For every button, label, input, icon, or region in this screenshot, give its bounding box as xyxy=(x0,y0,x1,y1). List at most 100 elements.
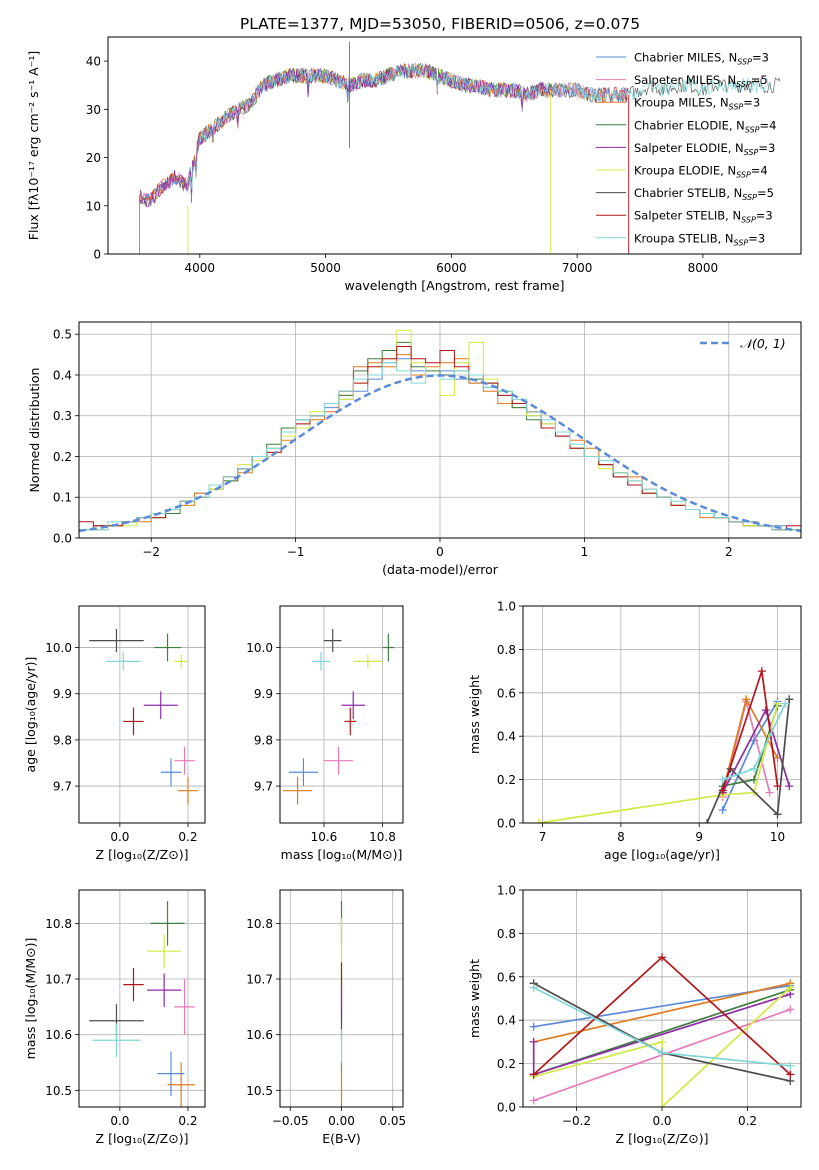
weight-marker xyxy=(718,805,727,814)
weight-marker xyxy=(742,695,751,704)
z-age-ytick-label: 9.8 xyxy=(53,733,72,747)
z-mass-plot-area xyxy=(89,901,195,1107)
errorbar-salpeter-miles xyxy=(174,979,195,1035)
legend-label: 𝒩(0, 1) xyxy=(740,336,786,351)
weight-marker xyxy=(781,699,790,708)
z-mass-xlabel: Z [log₁₀(Z/Z⊙)] xyxy=(96,1131,189,1146)
age-weight-xlabel: age [log₁₀(age/yr)] xyxy=(604,847,720,862)
errorbar-chabrier-elodie xyxy=(382,633,395,662)
weight-marker xyxy=(786,1070,795,1079)
errorbar-kroupa-stelib xyxy=(92,1023,141,1057)
spectrum-ytick-label: 10 xyxy=(86,199,101,213)
weight-marker xyxy=(703,819,712,823)
age-weight-panel: 7 8 9 10 0.0 0.2 0.4 0.6 0.8 1.0 age [log₁₀(age/yr… xyxy=(467,600,802,862)
residuals-panel: −2 −1 0 1 2 0.0 0.1 0.2 0.3 0.4 0.5 (data-model)/er… xyxy=(27,321,802,577)
errorbar-kroupa-miles xyxy=(167,1062,195,1107)
z-age-plot-area xyxy=(89,629,199,805)
z-age-xlabel: Z [log₁₀(Z/Z⊙)] xyxy=(96,847,189,862)
z-age-ytick-label: 9.9 xyxy=(53,687,72,701)
spectrum-ytick-label: 30 xyxy=(86,103,101,117)
z-weight-ytick-label: 1.0 xyxy=(497,884,516,898)
z-age-panel: 0.0 0.2 9.7 9.8 9.9 10.0 Z [log₁₀(Z/Z⊙)] age [l… xyxy=(23,605,206,862)
age-weight-xtick-label: 7 xyxy=(539,830,547,844)
age-weight-ytick-label: 1.0 xyxy=(497,600,516,614)
errorbar-salpeter-stelib xyxy=(123,967,144,1002)
residuals-legend: 𝒩(0, 1) xyxy=(700,336,786,351)
residuals-xtick-label: 0 xyxy=(436,545,444,559)
residuals-xtick-label: 2 xyxy=(725,545,733,559)
age-weight-xtick-label: 8 xyxy=(617,830,625,844)
weight-marker xyxy=(786,983,795,992)
axes-frame xyxy=(107,36,802,255)
mass-age-ytick-label: 10.0 xyxy=(246,641,273,655)
residuals-plot-area xyxy=(79,329,801,538)
axes-frame xyxy=(78,605,206,824)
errorbar-kroupa-elodie xyxy=(174,654,188,669)
ebv-mass-xlabel: E(B-V) xyxy=(322,1131,361,1146)
age-weight-ytick-label: 0.0 xyxy=(497,817,516,831)
errorbar-kroupa-stelib xyxy=(106,652,141,671)
residuals-xtick-label: 1 xyxy=(581,545,589,559)
residuals-xtick-label: −2 xyxy=(142,545,160,559)
legend-label: Salpeter ELODIE, NSSP=3 xyxy=(634,141,775,157)
spectrum-ytick-label: 20 xyxy=(86,151,101,165)
weight-marker xyxy=(529,1096,538,1105)
z-weight-ytick-label: 0.8 xyxy=(497,927,516,941)
weight-marker xyxy=(658,1103,666,1107)
normal-curve xyxy=(79,374,801,533)
spectrum-ylabel: Flux [fλ10⁻¹⁷ erg cm⁻² s⁻¹ A⁻¹] xyxy=(26,51,41,240)
axes-frame xyxy=(279,605,404,824)
weight-line xyxy=(533,986,791,1107)
legend-label: Kroupa ELODIE, NSSP=4 xyxy=(634,164,768,180)
residuals-xtick-label: −1 xyxy=(287,545,305,559)
errorbar-chabrier-stelib xyxy=(323,629,342,653)
errorbar-kroupa-stelib xyxy=(312,652,330,671)
spectrum-ytick-label: 0 xyxy=(93,248,101,262)
errorbar-kroupa-elodie xyxy=(147,934,182,968)
z-weight-xtick-label: 0.2 xyxy=(738,1114,757,1128)
residuals-ytick-label: 0.5 xyxy=(53,328,72,342)
weight-marker xyxy=(786,1061,795,1070)
residuals-ytick-label: 0.3 xyxy=(53,409,72,423)
weight-marker xyxy=(773,810,782,819)
weight-series-kroupa-stelib xyxy=(529,983,795,1070)
ebv-mass-xtick-label: −0.05 xyxy=(272,1114,309,1128)
errorbar-chabrier-miles xyxy=(157,1051,185,1096)
weight-marker xyxy=(773,782,782,791)
spectrum-legend: Chabrier MILES, NSSP=3 Salpeter MILES, NS… xyxy=(596,51,776,247)
z-age-xtick-label: 0.0 xyxy=(110,830,129,844)
age-weight-xtick-label: 10 xyxy=(770,830,785,844)
axes-frame xyxy=(78,889,206,1108)
errorbar-kroupa-miles xyxy=(177,776,199,805)
axes-frame xyxy=(522,605,802,824)
spectrum-line xyxy=(139,62,628,208)
legend-label: Kroupa STELIB, NSSP=3 xyxy=(634,231,765,247)
errorbar-salpeter-elodie xyxy=(147,973,182,1007)
weight-line xyxy=(706,699,791,823)
errorbar-chabrier-stelib xyxy=(89,629,144,653)
spectrum-panel: 4000 5000 6000 7000 8000 0 10 20 30 40 wavelength … xyxy=(26,36,802,293)
weight-marker xyxy=(658,1037,666,1046)
legend-label: Chabrier ELODIE, NSSP=4 xyxy=(634,118,776,134)
weight-series-chabrier-stelib xyxy=(703,695,794,823)
z-mass-ytick-label: 10.6 xyxy=(45,1028,72,1042)
weight-marker xyxy=(534,819,543,823)
mass-age-plot-area xyxy=(282,629,395,805)
legend-label: Chabrier MILES, NSSP=3 xyxy=(634,51,769,67)
errorbar-chabrier-elodie xyxy=(153,633,182,662)
weight-marker xyxy=(765,788,774,797)
spectrum-xtick-label: 5000 xyxy=(310,261,341,275)
errorbar-salpeter-miles xyxy=(174,746,195,775)
z-age-grid xyxy=(79,606,205,823)
errorbar-chabrier-miles xyxy=(160,758,182,787)
age-weight-ytick-label: 0.4 xyxy=(497,730,516,744)
ebv-mass-ytick-label: 10.6 xyxy=(246,1028,273,1042)
mass-age-panel: 10.6 10.8 9.7 9.8 9.9 10.0 mass [log₁₀(M/M⊙)] xyxy=(246,605,404,862)
residuals-ylabel: Normed distribution xyxy=(27,368,42,493)
errorbar-salpeter-elodie xyxy=(143,691,178,720)
weight-marker xyxy=(750,764,759,773)
z-weight-ytick-label: 0.6 xyxy=(497,970,516,984)
z-age-xtick-label: 0.2 xyxy=(178,830,197,844)
errorbar-salpeter-miles xyxy=(323,746,354,775)
